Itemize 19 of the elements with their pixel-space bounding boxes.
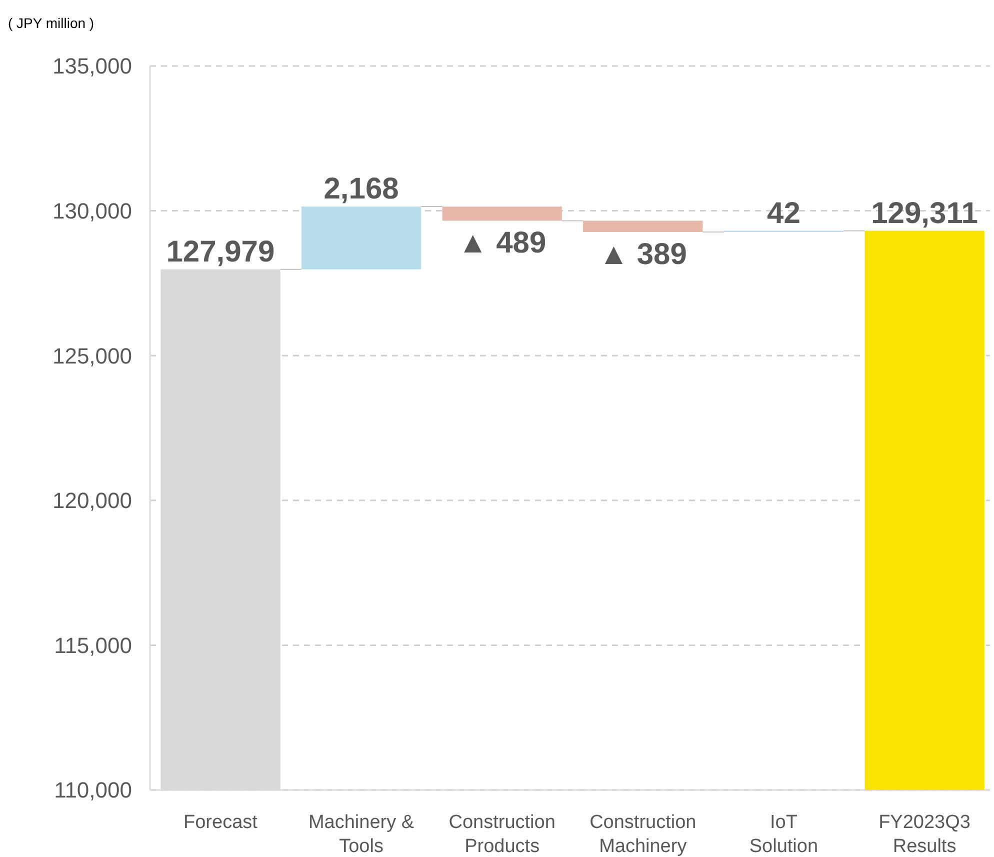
x-tick-label: FY2023Q3 Results: [878, 812, 970, 857]
y-axis-title: ( JPY million ): [8, 15, 94, 31]
x-tick-label: Machinery & Tools: [308, 812, 414, 857]
y-tick-label: 115,000: [54, 632, 132, 658]
data-label: 2,168: [324, 172, 399, 206]
data-label: ▲ 389: [598, 238, 687, 271]
data-label: 42: [767, 196, 800, 230]
y-tick-label: 130,000: [52, 198, 132, 224]
x-tick-label: Construction Machinery: [590, 812, 696, 857]
data-label: 127,979: [166, 235, 275, 268]
x-tick-label: Construction Products: [448, 812, 556, 857]
y-tick-label: 135,000: [52, 54, 132, 79]
data-label: ▲ 489: [458, 226, 546, 260]
y-tick-label: 110,000: [54, 778, 132, 803]
y-tick-label: 120,000: [52, 488, 132, 514]
x-tick-label: IoT Solution: [749, 812, 818, 857]
x-tick-label: Forecast: [184, 812, 258, 833]
data-label: 129,311: [871, 196, 978, 230]
y-tick-label: 125,000: [52, 343, 132, 368]
